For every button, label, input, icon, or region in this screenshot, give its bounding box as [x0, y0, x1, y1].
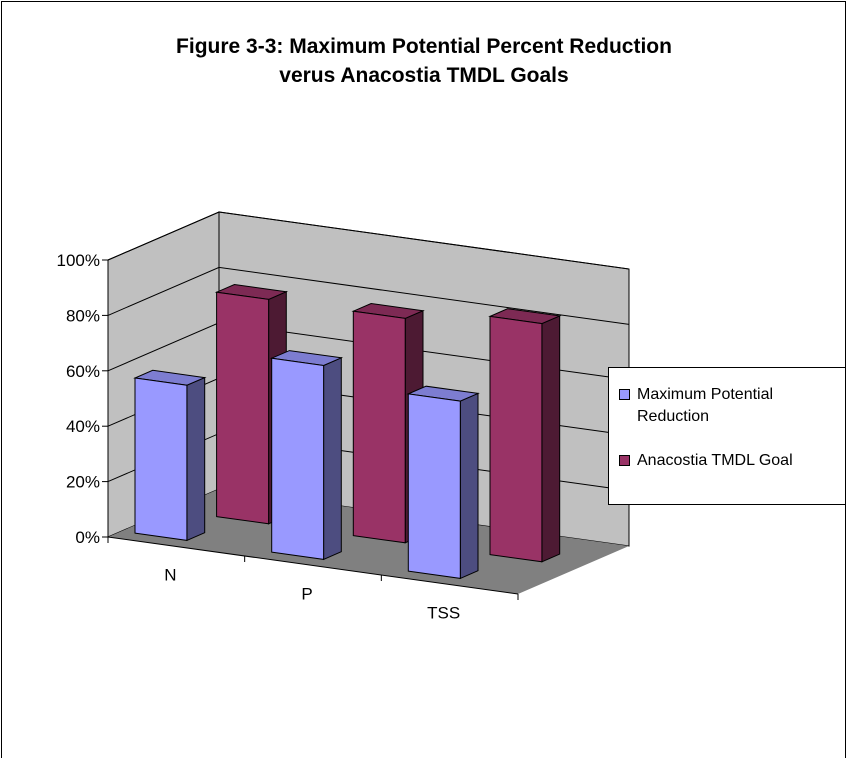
y-tick-label: 0%: [75, 528, 100, 547]
bar-max-potential-n: [133, 369, 207, 542]
chart-title-line-2: verus Anacostia TMDL Goals: [279, 64, 569, 87]
chart-legend: Maximum Potential Reduction Anacostia TM…: [608, 367, 846, 505]
legend-swatch-max-potential: [619, 389, 630, 400]
y-tick-label: 100%: [57, 251, 100, 270]
x-tick-label-n: N: [164, 566, 176, 585]
x-axis-line: [107, 536, 519, 595]
legend-label-tmdl-goal: Anacostia TMDL Goal: [637, 452, 793, 469]
legend-swatch-tmdl-goal: [619, 455, 630, 466]
gridline: [107, 211, 630, 270]
y-tick-label: 40%: [66, 417, 100, 436]
chart-title: Figure 3-3: Maximum Potential Percent Re…: [0, 32, 848, 90]
y-tick-label: 60%: [66, 362, 100, 381]
legend-label-max-potential-line-1: Maximum Potential: [637, 386, 774, 403]
y-tick-label: 80%: [66, 306, 100, 325]
chart-title-line-1: Figure 3-3: Maximum Potential Percent Re…: [176, 35, 672, 58]
x-tick-label-tss: TSS: [427, 604, 460, 623]
bar-tmdl-goal-tss: [488, 308, 562, 563]
legend-label-max-potential-line-2: Reduction: [637, 408, 710, 425]
gridline: [107, 266, 630, 325]
x-tick-label-p: P: [301, 585, 312, 604]
bar-max-potential-p: [269, 350, 344, 561]
y-tick-label: 20%: [66, 473, 100, 492]
bar-max-potential-tss: [406, 385, 480, 580]
